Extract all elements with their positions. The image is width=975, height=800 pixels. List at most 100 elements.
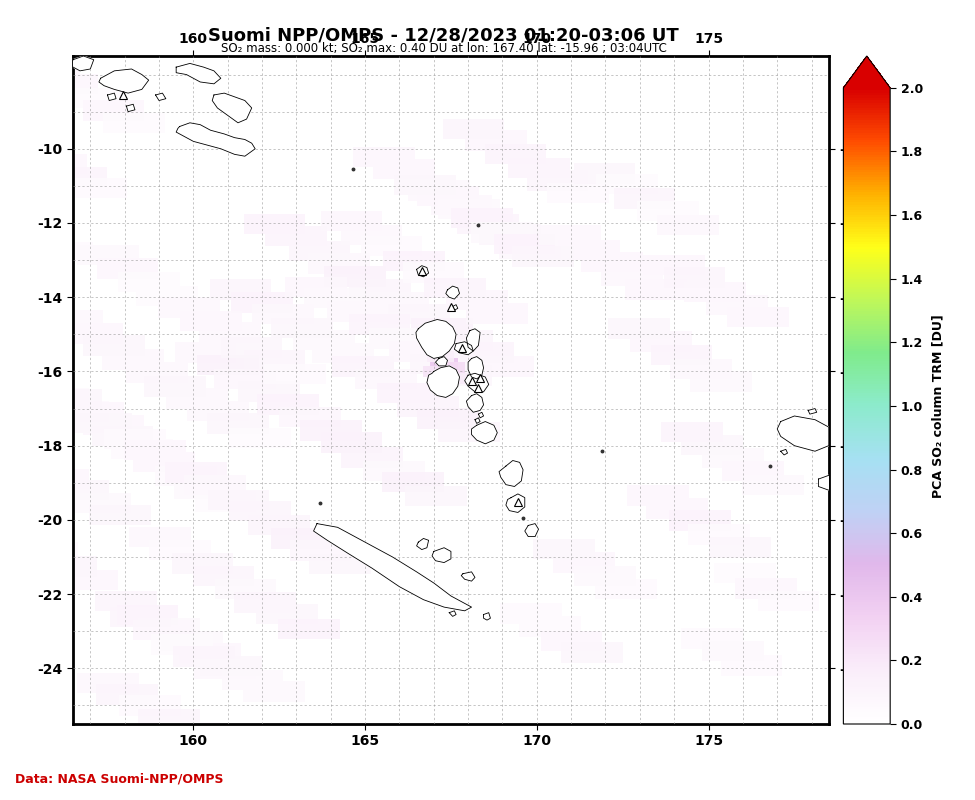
Bar [309, 554, 371, 574]
Bar [417, 408, 479, 429]
Bar [397, 396, 458, 417]
Bar [0, 216, 53, 237]
Polygon shape [98, 69, 148, 93]
Bar [208, 414, 269, 434]
Bar [37, 74, 98, 94]
Bar [758, 590, 819, 611]
Bar [289, 241, 350, 262]
Bar [308, 254, 370, 274]
Bar [35, 556, 98, 577]
Bar [40, 390, 102, 410]
Bar [321, 211, 382, 231]
Polygon shape [454, 342, 473, 354]
Bar [27, 388, 89, 408]
Bar [669, 510, 731, 530]
Bar [389, 342, 450, 362]
Bar [96, 590, 157, 611]
Polygon shape [416, 319, 456, 358]
Bar [447, 290, 508, 310]
Bar [332, 356, 394, 377]
Bar [244, 350, 305, 370]
Bar [214, 369, 276, 390]
Bar [394, 174, 456, 195]
Bar [83, 101, 144, 121]
Polygon shape [449, 611, 456, 616]
Bar [65, 178, 127, 198]
Bar [321, 433, 382, 453]
Bar [31, 242, 93, 262]
Bar [229, 428, 291, 448]
Bar [417, 186, 479, 206]
Y-axis label: PCA SO₂ column TRM [DU]: PCA SO₂ column TRM [DU] [931, 314, 944, 498]
Bar [431, 330, 493, 350]
Bar [595, 578, 657, 599]
Polygon shape [466, 394, 484, 412]
Bar [175, 342, 237, 362]
Bar [684, 282, 746, 302]
Polygon shape [176, 123, 255, 156]
Bar [194, 658, 255, 679]
Bar [349, 314, 410, 335]
Bar [383, 251, 446, 271]
Bar [562, 642, 623, 662]
Bar [388, 304, 450, 324]
Bar [180, 311, 242, 331]
Bar [133, 452, 195, 473]
Bar [126, 362, 187, 382]
Bar [405, 486, 467, 506]
Bar [657, 214, 720, 235]
Bar [613, 188, 676, 209]
Bar [465, 130, 526, 150]
Bar [25, 154, 87, 174]
Polygon shape [446, 286, 459, 299]
Polygon shape [777, 416, 829, 451]
Polygon shape [525, 524, 538, 537]
Text: Suomi NPP/OMPS - 12/28/2023 01:20-03:06 UT: Suomi NPP/OMPS - 12/28/2023 01:20-03:06 … [209, 26, 679, 44]
Bar [466, 303, 527, 323]
Bar [208, 490, 269, 510]
Bar [92, 426, 153, 446]
Bar [533, 538, 595, 559]
Bar [179, 642, 241, 663]
Bar [265, 226, 327, 246]
Bar [403, 262, 464, 282]
Bar [271, 528, 332, 549]
Bar [4, 140, 66, 161]
Bar [367, 292, 429, 312]
Bar [129, 527, 191, 547]
Text: SO₂ mass: 0.000 kt; SO₂ max: 0.40 DU at lon: 167.40 lat: -15.96 ; 03:04UTC: SO₂ mass: 0.000 kt; SO₂ max: 0.40 DU at … [220, 42, 667, 54]
Bar [430, 358, 458, 370]
Bar [341, 447, 403, 468]
Bar [77, 245, 138, 265]
Bar [252, 304, 314, 324]
Bar [0, 126, 45, 146]
Bar [0, 114, 25, 134]
Polygon shape [87, 22, 128, 45]
Bar [364, 461, 425, 481]
Polygon shape [781, 450, 788, 455]
Polygon shape [461, 572, 475, 581]
Bar [369, 328, 431, 349]
Bar [83, 335, 144, 356]
Bar [117, 605, 178, 626]
Bar [431, 194, 492, 215]
Bar [526, 170, 589, 190]
Polygon shape [506, 494, 525, 513]
Bar [256, 394, 319, 415]
Polygon shape [475, 418, 480, 423]
Bar [161, 630, 222, 651]
Bar [722, 461, 784, 481]
Bar [16, 542, 78, 563]
Bar [452, 342, 514, 362]
Bar [149, 540, 211, 560]
Bar [70, 413, 132, 434]
Bar [48, 480, 109, 501]
Bar [158, 297, 219, 318]
Polygon shape [427, 366, 459, 398]
Bar [441, 374, 468, 385]
Bar [184, 474, 246, 495]
Bar [158, 722, 220, 742]
Bar [682, 628, 743, 649]
Bar [83, 415, 144, 435]
Bar [11, 229, 73, 250]
